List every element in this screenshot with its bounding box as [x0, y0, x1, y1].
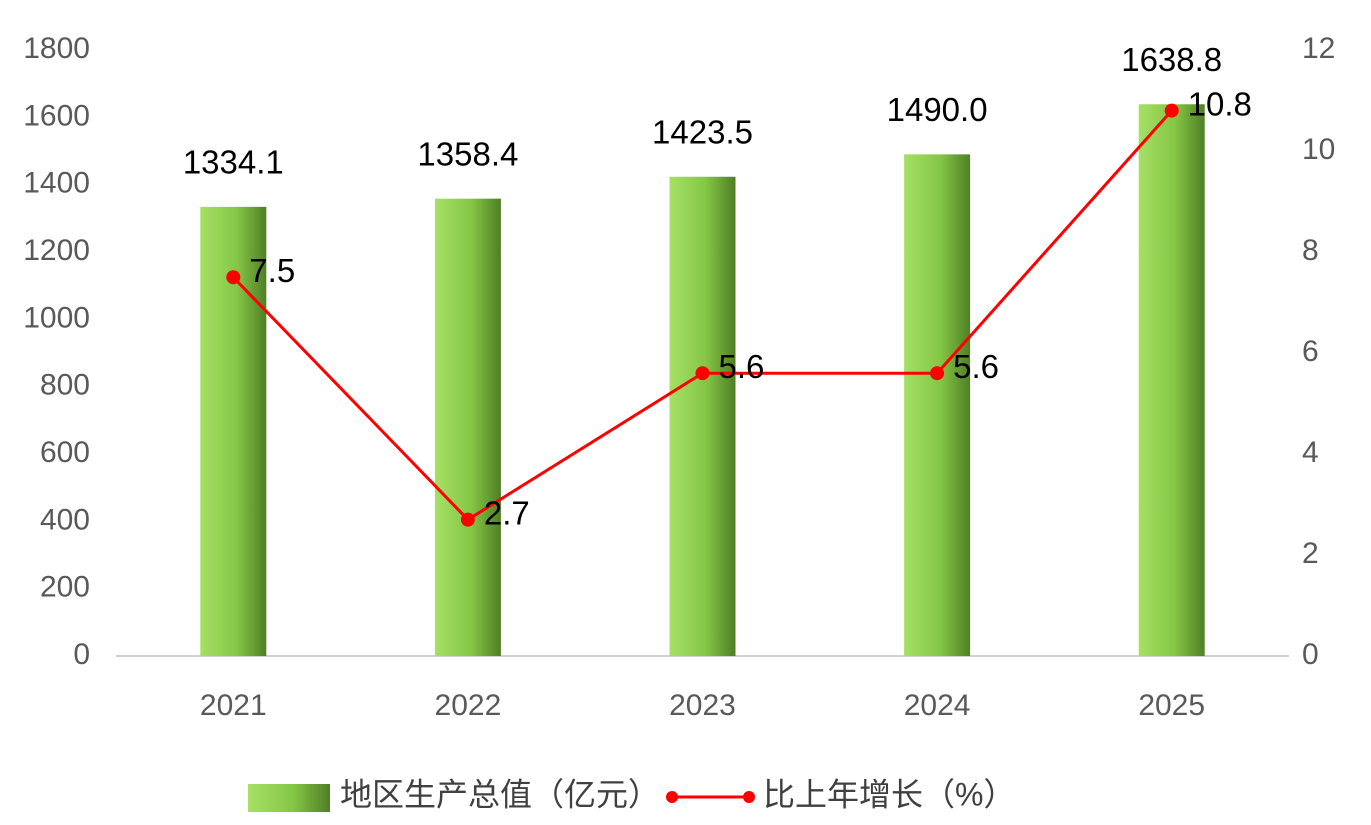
bar [1138, 104, 1205, 656]
y-tick-label: 600 [40, 436, 90, 469]
line-value-label: 7.5 [249, 252, 295, 289]
y2-tick-label: 12 [1302, 32, 1335, 65]
y-tick-label: 0 [73, 638, 90, 671]
x-tick-label: 2023 [669, 689, 736, 722]
bar-value-label: 1490.0 [887, 91, 988, 128]
y2-tick-label: 2 [1302, 537, 1319, 570]
bar-value-label: 1423.5 [652, 113, 753, 150]
legend-swatch [248, 784, 330, 812]
y2-tick-label: 4 [1302, 436, 1319, 469]
bar-value-label: 1638.8 [1121, 41, 1222, 78]
y-tick-label: 1200 [23, 234, 90, 267]
bar [434, 198, 501, 656]
bar-value-label: 1334.1 [183, 144, 284, 181]
line-point [695, 366, 710, 381]
y-tick-label: 1400 [23, 167, 90, 200]
bar-value-label: 1358.4 [417, 135, 518, 172]
line-point [1164, 103, 1179, 118]
y2-tick-label: 6 [1302, 335, 1319, 368]
bar [904, 154, 971, 656]
y-tick-label: 200 [40, 571, 90, 604]
legend-label: 比上年增长（%） [763, 776, 1015, 812]
legend-swatch [743, 791, 756, 803]
x-tick-label: 2022 [435, 689, 502, 722]
y-tick-label: 1600 [23, 99, 90, 132]
bar [669, 176, 736, 656]
y2-tick-label: 0 [1302, 638, 1319, 671]
x-tick-label: 2021 [200, 689, 267, 722]
x-tick-label: 2025 [1138, 689, 1205, 722]
line-value-label: 5.6 [719, 348, 765, 385]
legend-swatch [666, 791, 679, 803]
line-value-label: 5.6 [953, 348, 999, 385]
line-value-label: 10.8 [1188, 85, 1252, 122]
line-point [460, 512, 475, 527]
legend-label: 地区生产总值（亿元） [340, 776, 660, 812]
y-tick-label: 800 [40, 369, 90, 402]
line-point [226, 270, 241, 285]
y-tick-label: 400 [40, 503, 90, 536]
y2-tick-label: 8 [1302, 234, 1319, 267]
line-point [930, 366, 945, 381]
y-tick-label: 1800 [23, 32, 90, 65]
y2-tick-label: 10 [1302, 133, 1335, 166]
x-tick-label: 2024 [904, 689, 971, 722]
y-tick-label: 1000 [23, 301, 90, 334]
line-value-label: 2.7 [484, 494, 530, 531]
